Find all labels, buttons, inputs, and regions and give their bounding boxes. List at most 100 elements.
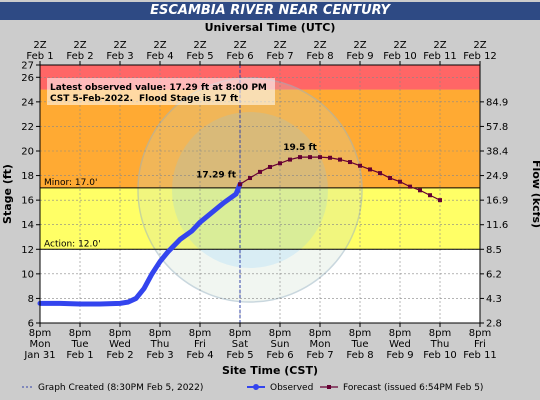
noaa-watermark: [137, 77, 363, 303]
right-tick-label: 6.2: [486, 269, 502, 280]
forecast-point: [378, 171, 382, 176]
top-tick-time: 2Z: [33, 40, 46, 51]
top-tick-time: 2Z: [193, 40, 206, 51]
top-tick-date: Feb 10: [383, 51, 417, 62]
left-tick-label: 16: [21, 196, 34, 207]
chart-title: ESCAMBIA RIVER NEAR CENTURY: [0, 2, 540, 20]
right-tick-label: 4.3: [486, 294, 502, 305]
top-axis-title: Universal Time (UTC): [205, 21, 336, 34]
top-tick-date: Feb 11: [423, 51, 457, 62]
forecast-point: [358, 163, 362, 168]
threshold-label: Minor: 17.0': [44, 178, 97, 188]
forecast-point: [268, 164, 272, 169]
left-tick-label: 8: [28, 294, 34, 305]
top-tick-time: 2Z: [473, 40, 486, 51]
forecast-point: [248, 176, 252, 181]
bottom-tick-day: Fri: [474, 339, 486, 350]
bottom-tick-day: Tue: [70, 339, 88, 350]
bottom-tick-day: Mon: [29, 339, 50, 350]
top-tick-date: Feb 3: [106, 51, 133, 62]
forecast-point: [428, 193, 432, 198]
forecast-point: [328, 155, 332, 160]
top-tick-date: Feb 7: [266, 51, 293, 62]
bottom-tick-date: Feb 5: [226, 350, 253, 361]
bottom-tick-day: Fri: [194, 339, 206, 350]
bottom-tick-day: Thu: [150, 339, 170, 350]
bottom-tick-time: 8pm: [69, 328, 91, 339]
bottom-tick-time: 8pm: [469, 328, 491, 339]
forecast-point: [298, 155, 302, 160]
top-tick-date: Feb 1: [26, 51, 53, 62]
top-tick-time: 2Z: [393, 40, 406, 51]
bottom-tick-date: Feb 2: [106, 350, 133, 361]
left-tick-label: 12: [21, 245, 34, 256]
left-tick-label: 18: [21, 171, 34, 182]
left-tick-label: 22: [21, 122, 34, 133]
right-tick-label: 24.9: [486, 171, 508, 182]
bottom-tick-time: 8pm: [229, 328, 251, 339]
bottom-tick-time: 8pm: [269, 328, 291, 339]
legend-observed-marker: [253, 384, 259, 390]
latest-observed-box: [47, 78, 275, 105]
left-tick-label: 27: [21, 61, 34, 72]
bottom-tick-date: Feb 6: [266, 350, 293, 361]
top-tick-date: Feb 2: [66, 51, 93, 62]
top-tick-time: 2Z: [113, 40, 126, 51]
bottom-tick-date: Feb 3: [146, 350, 173, 361]
forecast-point: [368, 167, 372, 172]
bottom-tick-day: Sun: [270, 339, 289, 350]
bottom-tick-date: Jan 31: [23, 350, 55, 361]
bottom-tick-time: 8pm: [29, 328, 51, 339]
bottom-tick-day: Wed: [389, 339, 411, 350]
forecast-point: [418, 188, 422, 193]
top-tick-time: 2Z: [73, 40, 86, 51]
observed-line: [37, 181, 243, 307]
legend-forecast-marker: [327, 385, 331, 389]
annotations: Latest observed value: 17.29 ft at 8:00 …: [47, 78, 317, 180]
top-tick-date: Feb 6: [226, 51, 253, 62]
bottom-tick-day: Thu: [430, 339, 450, 350]
left-tick-label: 10: [21, 269, 34, 280]
top-tick-time: 2Z: [233, 40, 246, 51]
stage-band: [40, 249, 480, 323]
forecast-point: [318, 155, 322, 160]
forecast-point: [398, 179, 402, 184]
plot-frame: [39, 64, 481, 324]
top-tick-time: 2Z: [353, 40, 366, 51]
bottom-tick-time: 8pm: [149, 328, 171, 339]
right-axis-title: Flow (kcfs): [530, 160, 540, 228]
bottom-tick-time: 8pm: [389, 328, 411, 339]
bottom-tick-date: Feb 10: [423, 350, 457, 361]
crest-label: 19.5 ft: [283, 143, 317, 153]
right-tick-label: 8.5: [486, 245, 502, 256]
top-tick-date: Feb 9: [346, 51, 373, 62]
top-tick-date: Feb 4: [146, 51, 173, 62]
left-tick-label: 24: [21, 97, 34, 108]
bottom-tick-day: Tue: [350, 339, 368, 350]
threshold-label: Action: 12.0': [44, 239, 101, 249]
forecast-point: [438, 198, 442, 203]
bottom-tick-day: Mon: [309, 339, 330, 350]
stage-band: [40, 187, 480, 250]
top-tick-time: 2Z: [273, 40, 286, 51]
bottom-tick-day: Sat: [232, 339, 248, 350]
bottom-tick-time: 8pm: [429, 328, 451, 339]
flood-stage-text: Flood Stage is 17 ft: [139, 94, 239, 104]
bottom-tick-date: Feb 7: [306, 350, 333, 361]
legend: Graph Created (8:30PM Feb 5, 2022) Observ…: [22, 383, 483, 393]
bottom-tick-date: Feb 9: [386, 350, 413, 361]
right-tick-label: 11.6: [486, 220, 508, 231]
top-tick-time: 2Z: [433, 40, 446, 51]
legend-forecast-label: Forecast (issued 6:54PM Feb 5): [343, 383, 483, 393]
bottom-tick-date: Feb 4: [186, 350, 213, 361]
bottom-tick-date: Feb 1: [66, 350, 93, 361]
bottom-tick-date: Feb 8: [346, 350, 373, 361]
left-tick-label: 26: [21, 73, 34, 84]
forecast-point: [388, 176, 392, 181]
bottom-tick-time: 8pm: [189, 328, 211, 339]
legend-observed-label: Observed: [270, 383, 313, 393]
left-tick-label: 14: [21, 220, 34, 231]
